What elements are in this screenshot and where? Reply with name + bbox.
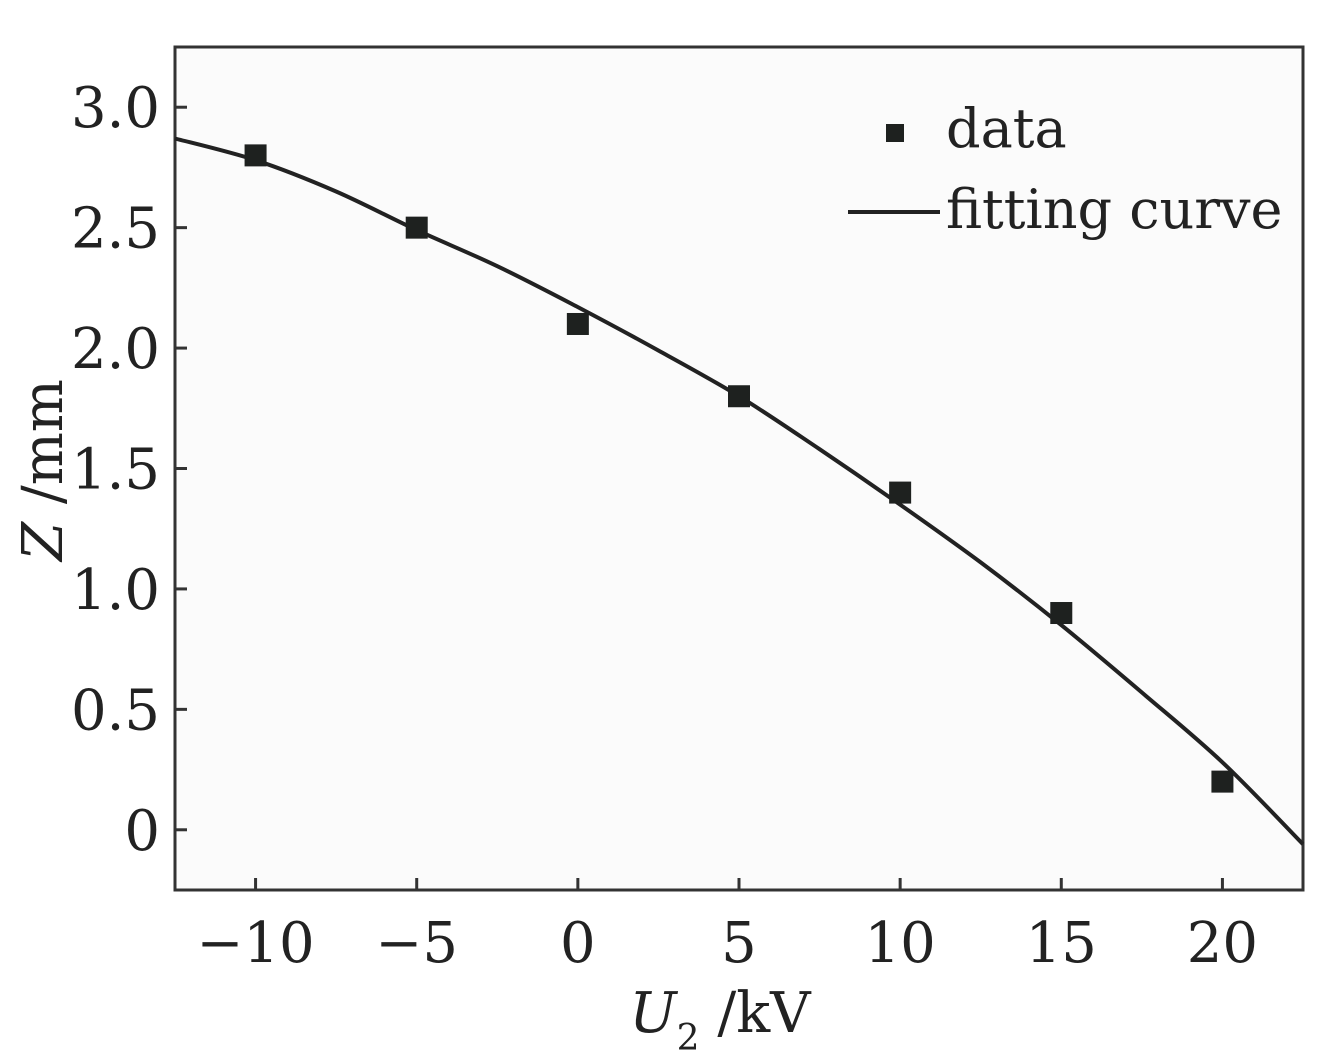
plot-frame xyxy=(173,45,1305,892)
x-tick-label: −5 xyxy=(375,911,458,976)
y-axis-symbol: Z xyxy=(11,521,76,563)
y-axis-unit: /mm xyxy=(11,379,76,522)
x-axis-label: U2 /kV xyxy=(629,981,812,1059)
x-axis: −10 −5 0 5 10 15 20 xyxy=(196,878,1258,976)
y-tick-label: 3.0 xyxy=(71,76,160,141)
x-tick-label: 10 xyxy=(865,911,936,976)
data-markers-layer xyxy=(244,144,1234,793)
x-tick-label: 5 xyxy=(721,911,757,976)
y-tick-label: 1.5 xyxy=(71,438,160,503)
x-tick-label: 0 xyxy=(560,911,596,976)
data-point xyxy=(566,312,589,335)
y-axis: 0 0.5 1.0 1.5 2.0 2.5 3.0 xyxy=(71,76,187,864)
legend: data fitting curve xyxy=(848,97,1283,241)
x-tick-label: −10 xyxy=(196,911,314,976)
data-point xyxy=(889,481,912,504)
y-tick-label: 0.5 xyxy=(71,678,160,743)
y-tick-label: 1.0 xyxy=(71,558,160,623)
x-axis-unit: /kV xyxy=(700,981,813,1046)
y-tick-label: 2.5 xyxy=(71,197,160,262)
y-tick-label: 0 xyxy=(124,799,160,864)
data-point xyxy=(405,216,428,239)
x-tick-label: 20 xyxy=(1187,911,1258,976)
data-point xyxy=(244,144,267,167)
legend-marker-icon xyxy=(886,124,904,142)
x-tick-label: 15 xyxy=(1026,911,1097,976)
data-point xyxy=(1050,602,1073,625)
legend-label-data: data xyxy=(946,97,1067,160)
y-axis-label: Z /mm xyxy=(11,379,76,563)
data-point xyxy=(728,385,750,408)
x-axis-symbol: U xyxy=(629,981,678,1046)
legend-label-fitting-curve: fitting curve xyxy=(946,178,1283,241)
data-point xyxy=(1211,770,1234,793)
x-axis-subscript: 2 xyxy=(677,1018,700,1059)
y-tick-label: 2.0 xyxy=(71,317,160,382)
